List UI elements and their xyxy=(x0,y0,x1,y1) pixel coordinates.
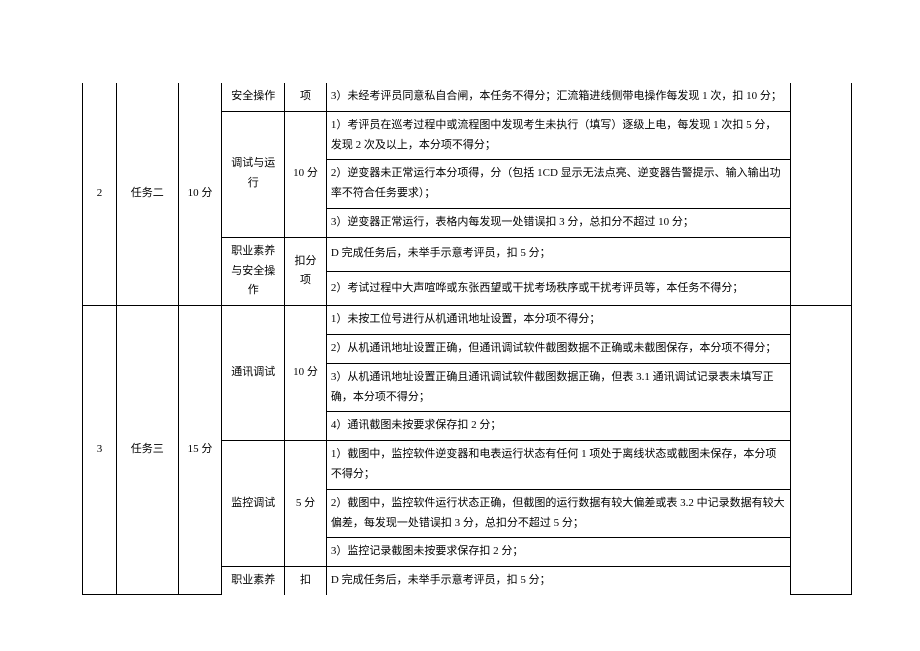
cell-total-score: 15 分 xyxy=(178,306,222,595)
cell-total-score: 10 分 xyxy=(178,83,222,306)
cell-remark xyxy=(790,83,851,306)
description: 2）逆变器未正常运行本分项得，分（包括 1CD 显示无法点亮、逆变器告警提示、输… xyxy=(331,167,781,199)
cell-description: 3）监控记录截图未按要求保存扣 2 分； xyxy=(326,538,790,567)
description: 3）逆变器正常运行，表格内每发现一处错误扣 3 分，总扣分不超过 10 分； xyxy=(331,216,694,228)
description: 2）考试过程中大声喧哗或东张西望或干扰考场秩序或干扰考评员等，本任务不得分； xyxy=(331,282,744,294)
cell-description: 2）从机通讯地址设置正确，但通讯调试软件截图数据不正确或未截图保存，本分项不得分… xyxy=(326,334,790,363)
cell-description: 1）截图中，监控软件逆变器和电表运行状态有任何 1 项处于离线状态或截图未保存，… xyxy=(326,441,790,490)
points: 扣分项 xyxy=(294,255,316,287)
cell-description: 2）考试过程中大声喧哗或东张西望或干扰考场秩序或干扰考评员等，本任务不得分； xyxy=(326,271,790,305)
cell-description: D 完成任务后，未举手示意考评员，扣 5 分； xyxy=(326,237,790,271)
seq-number: 2 xyxy=(97,187,103,199)
points: 项 xyxy=(300,90,311,102)
cell-points: 扣分项 xyxy=(285,237,327,305)
cell-description: 1）未按工位号进行从机通讯地址设置，本分项不得分； xyxy=(326,306,790,335)
points: 5 分 xyxy=(296,497,315,509)
cell-description: 3）未经考评员同意私自合闸，本任务不得分；汇流箱进线侧带电操作每发现 1 次，扣… xyxy=(326,83,790,111)
cell-item: 职业素养 xyxy=(222,567,285,595)
description: 1）截图中，监控软件逆变器和电表运行状态有任何 1 项处于离线状态或截图未保存，… xyxy=(331,448,777,480)
description: 1）考评员在巡考过程中或流程图中发现考生未执行（填写）逐级上电，每发现 1 次扣… xyxy=(331,119,777,151)
cell-description: 3）从机通讯地址设置正确且通讯调试软件截图数据正确，但表 3.1 通讯调试记录表… xyxy=(326,363,790,412)
task-name: 任务二 xyxy=(131,187,164,199)
cell-points: 10 分 xyxy=(285,111,327,237)
cell-item: 监控调试 xyxy=(222,441,285,567)
description: 1）未按工位号进行从机通讯地址设置，本分项不得分； xyxy=(331,313,601,325)
cell-description: 4）通讯截图未按要求保存扣 2 分； xyxy=(326,412,790,441)
table-row: 2 任务二 10 分 安全操作 项 3）未经考评员同意私自合闸，本任务不得分；汇… xyxy=(83,83,852,111)
cell-points: 扣 xyxy=(285,567,327,595)
item-name: 职业素养 xyxy=(231,574,275,586)
points: 扣 xyxy=(300,574,311,586)
cell-description: 1）考评员在巡考过程中或流程图中发现考生未执行（填写）逐级上电，每发现 1 次扣… xyxy=(326,111,790,160)
item-name: 通讯调试 xyxy=(231,366,275,378)
scoring-table: 2 任务二 10 分 安全操作 项 3）未经考评员同意私自合闸，本任务不得分；汇… xyxy=(82,83,852,595)
description: 2）截图中，监控软件运行状态正确，但截图的运行数据有较大偏差或表 3.2 中记录… xyxy=(331,497,785,529)
cell-remark xyxy=(790,306,851,595)
cell-task: 任务二 xyxy=(116,83,178,306)
description: 2）从机通讯地址设置正确，但通讯调试软件截图数据不正确或未截图保存，本分项不得分… xyxy=(331,342,777,354)
task-name: 任务三 xyxy=(131,443,164,455)
cell-item: 调试与运行 xyxy=(222,111,285,237)
item-name: 职业素养与安全操作 xyxy=(231,245,275,297)
points: 10 分 xyxy=(293,167,318,179)
cell-seq: 2 xyxy=(83,83,117,306)
cell-points: 10 分 xyxy=(285,306,327,441)
cell-points: 项 xyxy=(285,83,327,111)
total-score: 15 分 xyxy=(188,443,213,455)
cell-description: 3）逆变器正常运行，表格内每发现一处错误扣 3 分，总扣分不超过 10 分； xyxy=(326,208,790,237)
description: 3）监控记录截图未按要求保存扣 2 分； xyxy=(331,545,524,557)
seq-number: 3 xyxy=(97,443,103,455)
item-name: 安全操作 xyxy=(231,90,275,102)
description: 3）未经考评员同意私自合闸，本任务不得分；汇流箱进线侧带电操作每发现 1 次，扣… xyxy=(331,90,782,102)
description: D 完成任务后，未举手示意考评员，扣 5 分； xyxy=(331,247,551,259)
item-name: 监控调试 xyxy=(231,497,275,509)
cell-item: 职业素养与安全操作 xyxy=(222,237,285,305)
cell-seq: 3 xyxy=(83,306,117,595)
description: 3）从机通讯地址设置正确且通讯调试软件截图数据正确，但表 3.1 通讯调试记录表… xyxy=(331,371,774,403)
cell-description: 2）逆变器未正常运行本分项得，分（包括 1CD 显示无法点亮、逆变器告警提示、输… xyxy=(326,160,790,209)
points: 10 分 xyxy=(293,366,318,378)
cell-task: 任务三 xyxy=(116,306,178,595)
description: D 完成任务后，未举手示意考评员，扣 5 分； xyxy=(331,574,551,586)
cell-item: 安全操作 xyxy=(222,83,285,111)
scoring-table-page: 2 任务二 10 分 安全操作 项 3）未经考评员同意私自合闸，本任务不得分；汇… xyxy=(0,0,920,651)
cell-description: 2）截图中，监控软件运行状态正确，但截图的运行数据有较大偏差或表 3.2 中记录… xyxy=(326,489,790,538)
description: 4）通讯截图未按要求保存扣 2 分； xyxy=(331,419,502,431)
item-name: 调试与运行 xyxy=(231,157,275,189)
cell-points: 5 分 xyxy=(285,441,327,567)
cell-description: D 完成任务后，未举手示意考评员，扣 5 分； xyxy=(326,567,790,595)
cell-item: 通讯调试 xyxy=(222,306,285,441)
total-score: 10 分 xyxy=(188,187,213,199)
table-row: 3 任务三 15 分 通讯调试 10 分 1）未按工位号进行从机通讯地址设置，本… xyxy=(83,306,852,335)
